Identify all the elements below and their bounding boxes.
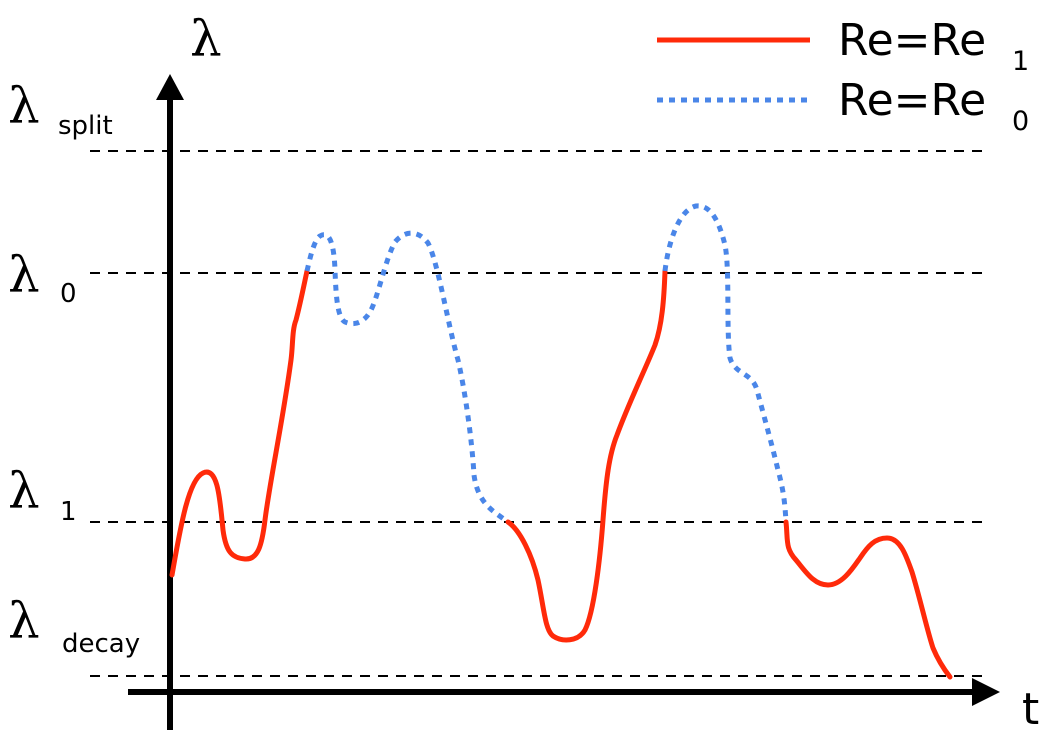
legend-label-solid: Re=Re — [838, 15, 986, 66]
svg-text:decay: decay — [62, 629, 140, 659]
legend: Re=Re 1 Re=Re 0 — [657, 15, 1029, 137]
x-axis — [128, 678, 1000, 706]
svg-text:λ: λ — [8, 592, 40, 650]
svg-text:1: 1 — [60, 497, 77, 527]
dotted-curve-segment-1 — [304, 230, 510, 524]
svg-text:0: 0 — [60, 279, 77, 309]
x-axis-title: t — [1022, 684, 1039, 733]
svg-text:λ: λ — [8, 77, 40, 135]
solid-curve-segment-2 — [505, 268, 668, 643]
legend-label-dotted: Re=Re — [838, 75, 986, 126]
x-axis-arrowhead — [972, 678, 1000, 706]
dotted-curve-segment-2 — [662, 203, 789, 523]
level-label-split: λ split — [8, 77, 113, 141]
y-axis-arrowhead — [156, 74, 184, 100]
solid-curve-segment-1 — [169, 268, 310, 578]
level-label-one: λ 1 — [8, 462, 77, 527]
level-label-zero: λ 0 — [8, 246, 77, 309]
svg-text:λ: λ — [8, 246, 40, 304]
y-axis — [156, 74, 184, 730]
svg-text:λ: λ — [8, 462, 40, 520]
svg-text:split: split — [58, 111, 113, 141]
solid-curve-segment-3 — [783, 519, 953, 680]
y-axis-title: λ — [190, 10, 222, 68]
level-label-decay: λ decay — [8, 592, 140, 659]
legend-subscript-dotted: 0 — [1012, 106, 1029, 137]
legend-subscript-solid: 1 — [1012, 46, 1029, 77]
